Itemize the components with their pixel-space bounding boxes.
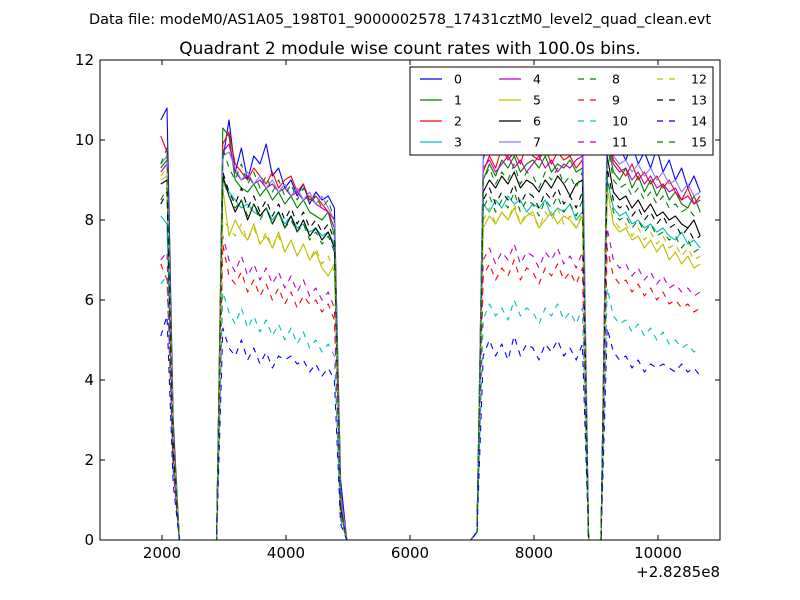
- legend-label-5: 5: [533, 93, 541, 108]
- chart-title: Quadrant 2 module wise count rates with …: [179, 39, 640, 59]
- x-tick-label-3: 8000: [515, 544, 553, 562]
- legend-label-14: 14: [691, 114, 707, 129]
- x-tick-label-4: 10000: [634, 544, 682, 562]
- legend-box: [409, 66, 714, 156]
- legend-label-7: 7: [533, 135, 541, 150]
- legend-label-12: 12: [691, 72, 707, 87]
- legend-label-11: 11: [612, 135, 628, 150]
- legend-label-9: 9: [612, 93, 620, 108]
- legend-label-2: 2: [454, 114, 462, 129]
- x-offset-label: +2.8285e8: [636, 563, 720, 581]
- series-line-15: [160, 143, 701, 541]
- x-tick-label-0: 2000: [143, 544, 181, 562]
- x-tick-label-1: 4000: [267, 544, 305, 562]
- legend-label-4: 4: [533, 72, 541, 87]
- legend-label-0: 0: [454, 72, 462, 87]
- y-tick-label-3: 6: [84, 291, 94, 309]
- y-tick-label-6: 12: [75, 51, 94, 69]
- y-tick-label-1: 2: [84, 451, 94, 469]
- y-tick-label-0: 0: [84, 531, 94, 549]
- series-line-12: [160, 167, 701, 541]
- legend-label-10: 10: [612, 114, 628, 129]
- legend-label-13: 13: [691, 93, 707, 108]
- y-tick-label-5: 10: [75, 131, 94, 149]
- legend-label-3: 3: [454, 135, 462, 150]
- chart-suptitle: Data file: modeM0/AS1A05_198T01_90000025…: [89, 12, 711, 28]
- legend-label-15: 15: [691, 135, 707, 150]
- x-tick-label-2: 6000: [391, 544, 429, 562]
- series-line-10: [160, 275, 701, 541]
- legend-label-8: 8: [612, 72, 620, 87]
- legend-label-6: 6: [533, 114, 541, 129]
- plot-frame: [99, 59, 721, 541]
- y-tick-label-2: 4: [84, 371, 94, 389]
- legend-label-1: 1: [454, 93, 462, 108]
- series-line-9: [160, 243, 701, 541]
- y-tick-label-4: 8: [84, 211, 94, 229]
